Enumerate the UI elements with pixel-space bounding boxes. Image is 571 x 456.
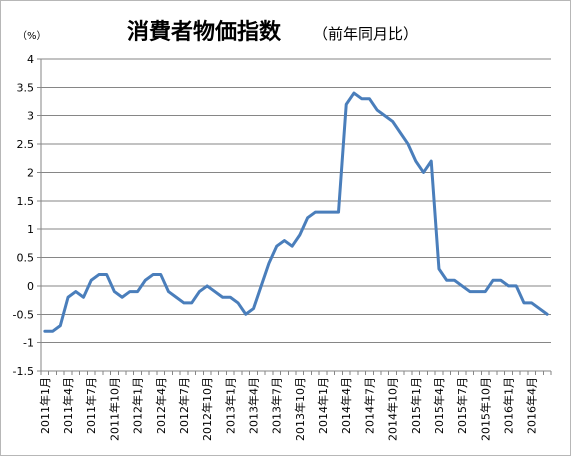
x-tick-label: 2012年10月	[200, 377, 214, 441]
x-tick-label: 2011年1月	[38, 377, 52, 434]
y-tick-label: 1.5	[17, 195, 35, 208]
x-tick-labels: 2011年1月 2011年4月 2011年7月 2011年10月 2012年1月 2012…	[38, 377, 539, 441]
x-tick-label: 2016年1月	[502, 377, 516, 434]
x-tick-label: 2015年1月	[409, 377, 423, 434]
chart-subtitle: （前年同月比）	[313, 25, 418, 43]
y-tick-label: -0.5	[13, 308, 34, 321]
x-tick-label: 2013年1月	[223, 377, 237, 434]
x-tick-label: 2014年1月	[316, 377, 330, 434]
y-tick-label: 4	[27, 53, 34, 66]
x-tick-label: 2016年4月	[525, 377, 539, 434]
y-tick-labels: 4 3.5 3 2.5 2 1.5 1 0.5 0 -0.5 -1 -1.5	[13, 53, 34, 378]
x-tick-label: 2014年4月	[339, 377, 353, 434]
x-tick-label: 2015年7月	[455, 377, 469, 434]
x-tick-label: 2011年10月	[107, 377, 121, 441]
y-tick-label: 2	[27, 166, 34, 179]
cpi-series-line	[43, 91, 549, 333]
y-tick-label: 0.5	[17, 252, 35, 265]
x-tick-label: 2014年7月	[362, 377, 376, 434]
y-tick-label: -1.5	[13, 365, 34, 378]
y-tick-label: 3.5	[17, 81, 35, 94]
x-tick-label: 2011年4月	[61, 377, 75, 434]
y-tick-label: 3	[27, 110, 34, 123]
chart-title: 消費者物価指数	[127, 19, 282, 45]
y-tick-label: 0	[27, 280, 34, 293]
x-tick-label: 2015年10月	[478, 377, 492, 441]
x-tick-label: 2013年4月	[247, 377, 261, 434]
y-tick-label: -1	[23, 337, 34, 350]
gridlines	[41, 58, 551, 372]
x-tick-label: 2012年4月	[154, 377, 168, 434]
x-tick-label: 2013年10月	[293, 377, 307, 441]
x-tick-label: 2012年7月	[177, 377, 191, 434]
x-tick-label: 2012年1月	[131, 377, 145, 434]
y-tick-label: 1	[27, 223, 34, 236]
axes	[37, 58, 552, 375]
y-tick-label: 2.5	[17, 138, 35, 151]
x-tick-label: 2014年10月	[386, 377, 400, 441]
x-tick-label: 2015年4月	[432, 377, 446, 434]
y-axis-unit: （%）	[17, 30, 47, 42]
x-tick-label: 2013年7月	[270, 377, 284, 434]
x-tick-label: 2011年7月	[84, 377, 98, 434]
series	[43, 91, 549, 333]
